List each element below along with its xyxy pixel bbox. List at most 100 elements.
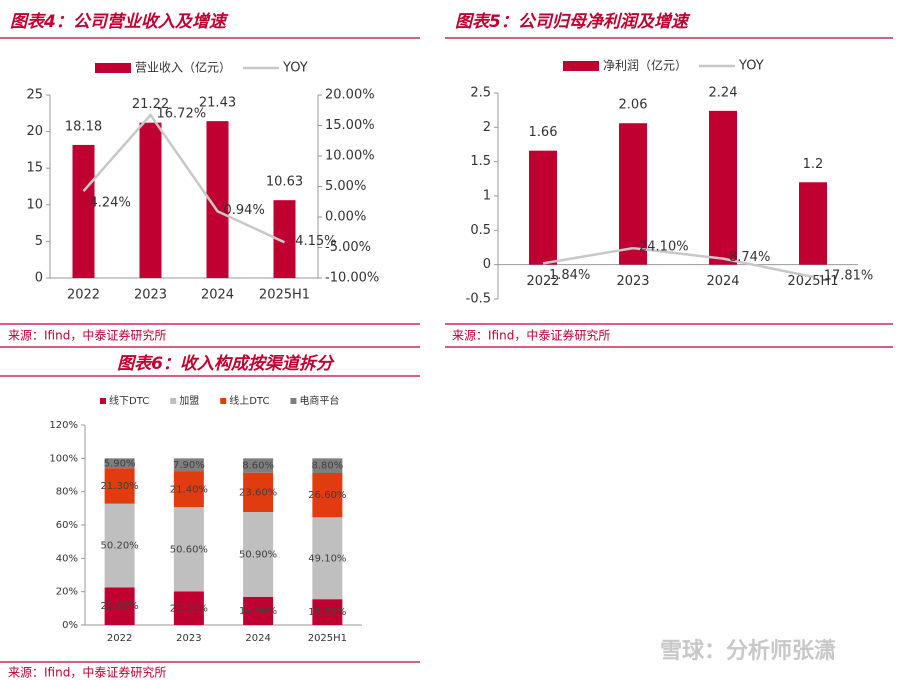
bar — [273, 200, 296, 278]
y-tick-label: 20 — [26, 124, 43, 139]
legend-label: 营业收入（亿元） — [135, 60, 231, 75]
x-tick-label: 2023 — [134, 288, 167, 303]
bar-segment — [312, 458, 343, 473]
data-label: 1.2 — [803, 157, 824, 172]
legend-label: 线上DTC — [229, 394, 269, 407]
data-label: -17.81% — [819, 268, 873, 283]
y2-tick-label: -5.00% — [325, 240, 371, 255]
bar — [619, 123, 647, 265]
y-tick-label: 20% — [56, 587, 78, 598]
data-label: 2.06 — [619, 98, 648, 113]
data-label: 1.84% — [549, 268, 590, 283]
x-tick-label: 2023 — [616, 274, 649, 289]
bar — [72, 144, 95, 278]
data-label: 26.60% — [308, 490, 346, 501]
source: 来源：Ifind，中泰证券研究所 — [8, 328, 166, 343]
legend-label: 净利润（亿元） — [603, 58, 687, 73]
legend-swatch — [290, 398, 297, 404]
legend-swatch — [170, 398, 177, 404]
x-tick-label: 2023 — [176, 633, 201, 644]
y2-tick-label: 10.00% — [325, 149, 375, 164]
y-tick-label: 2.5 — [470, 86, 491, 101]
data-label: 5.90% — [104, 458, 136, 469]
data-label: 21.40% — [170, 484, 208, 495]
legend-swatch — [220, 398, 227, 404]
legend-label: 线下DTC — [109, 394, 149, 407]
chart-title: 图表4：公司营业收入及增速 — [10, 12, 229, 32]
bar-segment — [243, 512, 274, 597]
data-label: 21.30% — [101, 481, 139, 492]
data-label: 8.80% — [311, 461, 343, 472]
y-tick-label: 60% — [56, 520, 78, 531]
data-label: 20.10% — [170, 603, 208, 614]
x-tick-label: 2025H1 — [308, 633, 347, 644]
y-tick-label: 25 — [26, 88, 43, 103]
data-label: 15.50% — [308, 607, 346, 618]
y-tick-label: 0 — [483, 257, 491, 272]
bar-segment — [173, 458, 204, 472]
data-label: 16.72% — [157, 107, 207, 122]
bar — [139, 122, 162, 278]
x-tick-label: 2025H1 — [259, 288, 310, 303]
x-tick-label: 2024 — [201, 288, 234, 303]
data-label: 50.20% — [101, 541, 139, 552]
bar — [206, 121, 229, 278]
bar-segment — [312, 599, 343, 625]
data-label: 2.24 — [709, 85, 738, 100]
chart-title: 图表6：收入构成按渠道拆分 — [117, 354, 335, 374]
data-label: 7.90% — [173, 460, 205, 471]
bar-segment — [243, 596, 274, 625]
bar-segment — [104, 503, 135, 588]
source: 来源：Ifind，中泰证券研究所 — [8, 665, 166, 680]
legend-swatch — [100, 398, 106, 404]
y2-tick-label: 5.00% — [325, 179, 366, 194]
y2-tick-label: 0.00% — [325, 210, 366, 225]
y-tick-label: 40% — [56, 553, 78, 564]
bar — [529, 150, 557, 265]
data-label: 16.90% — [239, 606, 277, 617]
y-tick-label: 15 — [26, 161, 43, 176]
y-tick-label: 120% — [49, 420, 78, 431]
y-tick-label: 1.5 — [470, 154, 491, 169]
x-tick-label: 2024 — [245, 633, 270, 644]
y-tick-label: 100% — [49, 453, 78, 464]
bar-segment — [104, 468, 135, 504]
y2-tick-label: 20.00% — [325, 88, 375, 103]
data-label: 1.66 — [529, 125, 558, 140]
data-label: 10.63 — [266, 175, 303, 190]
y-tick-label: 10 — [26, 197, 43, 212]
data-label: 21.43 — [199, 96, 236, 111]
y-tick-label: 0% — [62, 620, 78, 631]
x-tick-label: 2022 — [107, 633, 132, 644]
data-label: 8.74% — [729, 250, 770, 265]
bar-segment — [312, 473, 343, 518]
legend-label: 加盟 — [179, 395, 199, 407]
source: 来源：Ifind，中泰证券研究所 — [452, 328, 610, 343]
data-label: 50.60% — [170, 544, 208, 555]
data-label: 4.24% — [90, 196, 131, 211]
data-label: 24.10% — [639, 240, 689, 255]
bar-segment — [104, 587, 135, 625]
y-tick-label: 1 — [483, 189, 491, 204]
bar-segment — [243, 472, 274, 512]
bar-segment — [104, 458, 135, 469]
bar-segment — [312, 517, 343, 600]
data-label: 8.60% — [242, 461, 274, 472]
y2-tick-label: -10.00% — [325, 271, 379, 286]
watermark: 雪球：分析师张潇 — [660, 638, 836, 664]
y-tick-label: 2 — [483, 120, 491, 135]
bar — [709, 110, 737, 265]
legend-label: YOY — [738, 59, 764, 74]
legend-label: YOY — [282, 61, 308, 76]
bar-segment — [173, 471, 204, 508]
bar-segment — [243, 458, 274, 473]
y-tick-label: 0 — [35, 271, 43, 286]
bar-segment — [173, 507, 204, 592]
y2-tick-label: 15.00% — [325, 118, 375, 133]
legend-label: 电商平台 — [299, 394, 339, 407]
y-tick-label: 80% — [56, 487, 78, 498]
data-label: 49.10% — [308, 553, 346, 564]
y-tick-label: 0.5 — [470, 223, 491, 238]
bar — [799, 182, 827, 265]
